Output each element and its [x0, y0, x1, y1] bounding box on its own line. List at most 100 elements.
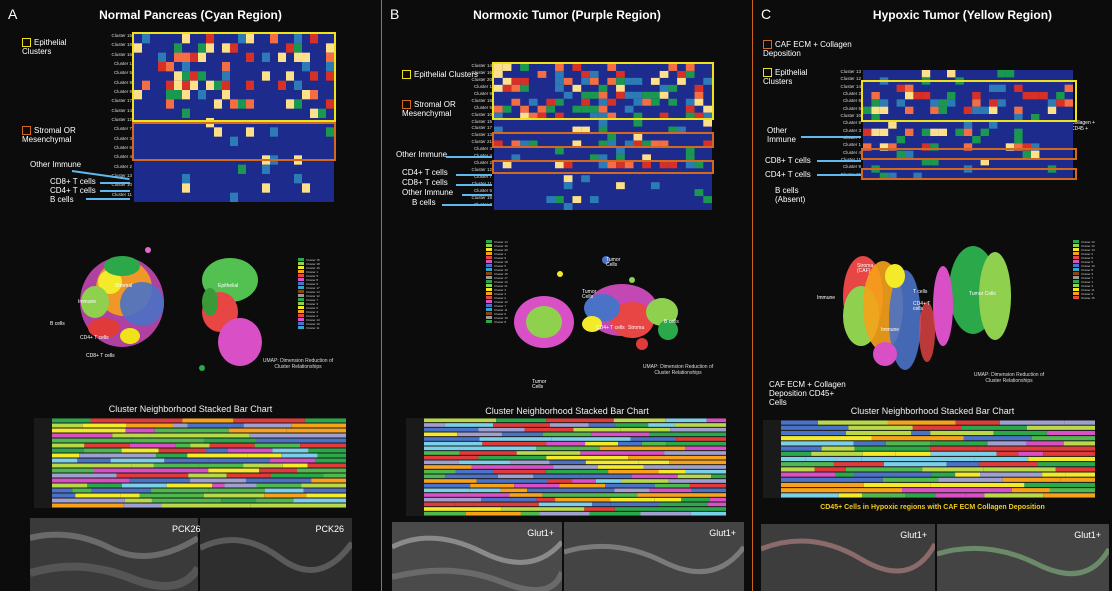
yellow-square-icon [402, 70, 411, 80]
heatmap-cell [262, 71, 270, 81]
heatmap-cell [198, 52, 206, 62]
heatmap-cell [685, 70, 695, 78]
stacked-bar-segment [203, 438, 257, 443]
heatmap-cell [668, 64, 678, 71]
stacked-bar-segment [199, 463, 244, 468]
stacked-bar-segment [323, 473, 346, 478]
stacked-bar-segment [1064, 420, 1095, 425]
heatmap-cell [879, 172, 889, 180]
heatmap-cell [685, 147, 695, 155]
legend-item: Cluster 8 [486, 320, 514, 324]
heatmap-cell [616, 70, 625, 78]
heatmap-cell [294, 80, 302, 90]
heatmap-cell [879, 106, 889, 114]
legend-item: Cluster 16 [486, 244, 514, 248]
heatmap-cell [589, 154, 599, 162]
stacked-bar-segment [978, 462, 1018, 467]
heatmap-cell [598, 112, 608, 120]
stacked-bar-segment [83, 448, 122, 453]
stacked-bar-segment [77, 458, 111, 463]
heatmap-row-label: Cluster 6 [842, 98, 861, 104]
stacked-bar-segment [424, 483, 471, 488]
stacked-bar-segment [424, 493, 510, 497]
stacked-bar-segment [955, 420, 1000, 425]
epithelial-annotation: Epithelial Clusters [763, 68, 808, 87]
heatmap-cell [589, 196, 599, 204]
stacked-bar-segment [281, 453, 318, 458]
stacked-bar-segment [286, 428, 346, 433]
heatmap-cell [182, 108, 190, 118]
heatmap-cell [294, 34, 302, 44]
heatmap-cell [938, 128, 947, 136]
heatmap-cell [581, 70, 590, 78]
heatmap-cell [230, 136, 238, 146]
heatmap-row-label: Cluster 9 [842, 164, 861, 170]
umap-label-cd4: CD4+ T cells [596, 325, 625, 331]
yellow-square-icon [763, 68, 772, 78]
panel-b: B Normoxic Tumor (Purple Region) Epithel… [382, 0, 752, 591]
orange-square-icon [402, 100, 411, 110]
legend-item: Cluster 17 [298, 286, 330, 290]
heatmap-cell [206, 43, 214, 53]
stacked-bar-segment [470, 483, 515, 488]
heatmap-row-label: Cluster 10 [840, 112, 861, 118]
stacked-bar-segment [139, 493, 169, 498]
panel-title: Normoxic Tumor (Purple Region) [473, 8, 661, 22]
heatmap-cell [677, 70, 686, 78]
stromal-annotation: Stromal OR Mesenchymal [22, 126, 76, 145]
stacked-bar-segment [905, 493, 937, 498]
caf-annotation: CAF ECM + Collagen Deposition [763, 40, 852, 59]
heatmap-cell [879, 99, 889, 107]
stacked-bar-segment [124, 498, 152, 503]
heatmap-cell [642, 140, 651, 148]
heatmap-cell [520, 84, 529, 92]
stacked-bar-segment [168, 493, 204, 498]
heatmap-cell [166, 99, 174, 109]
heatmap-cell [294, 99, 302, 109]
legend-item: Cluster 15 [298, 258, 330, 262]
heatmap-cell [1064, 99, 1073, 107]
stacked-bar-segment [175, 443, 191, 448]
stacked-bar-segment [104, 478, 130, 483]
heatmap-cell [659, 140, 669, 148]
heatmap-cell [158, 52, 166, 62]
stacked-bar-segment [1055, 467, 1095, 472]
heatmap-row-label: Cluster 10 [471, 111, 492, 117]
heatmap-cell [310, 108, 318, 118]
heatmap-cell [668, 126, 678, 134]
heatmap-cell [555, 161, 564, 169]
stacked-bar-segment [254, 443, 301, 448]
heatmap-cell [563, 203, 573, 210]
legend-item: Cluster 3 [298, 302, 330, 306]
stacked-bar-segment [882, 477, 939, 482]
heatmap-cell [633, 77, 643, 85]
stacked-bar-segment [304, 418, 346, 423]
legend-item: Cluster 8 [298, 278, 330, 282]
umap-label-bcells: B cells [664, 319, 679, 325]
stromal-box [132, 122, 336, 161]
heatmap-cell [528, 140, 538, 148]
stacked-bar-segment [188, 473, 227, 478]
stacked-bar-segment [256, 483, 302, 488]
stacked-bar-segment [983, 467, 1056, 472]
heatmap-cell [650, 98, 660, 106]
stacked-bar-segment [120, 493, 140, 498]
stacked-bar-segment [473, 502, 539, 507]
legend-item: Cluster 7 [298, 298, 330, 302]
stacked-bar-segment [308, 448, 346, 453]
stacked-bar-segment [821, 446, 855, 451]
heatmap-row-label: Cluster 9 [473, 90, 492, 96]
umap-label-tcells: T cells [913, 289, 928, 295]
legend-item: Cluster 2 [1073, 252, 1101, 256]
legend-item: Cluster 6 [298, 306, 330, 310]
heatmap-cell [616, 77, 625, 85]
heatmap-cell [694, 84, 704, 92]
heatmap-cell [302, 183, 310, 193]
legend-item: Cluster 10 [486, 268, 514, 272]
stacked-bar-segment [1065, 472, 1095, 477]
panel-divider [381, 0, 382, 591]
heatmap-cell [511, 84, 521, 92]
heatmap-cell [134, 43, 142, 53]
umap-label-tumor-bottom: Tumor Cells [532, 379, 547, 390]
arrow-icon [456, 184, 492, 186]
